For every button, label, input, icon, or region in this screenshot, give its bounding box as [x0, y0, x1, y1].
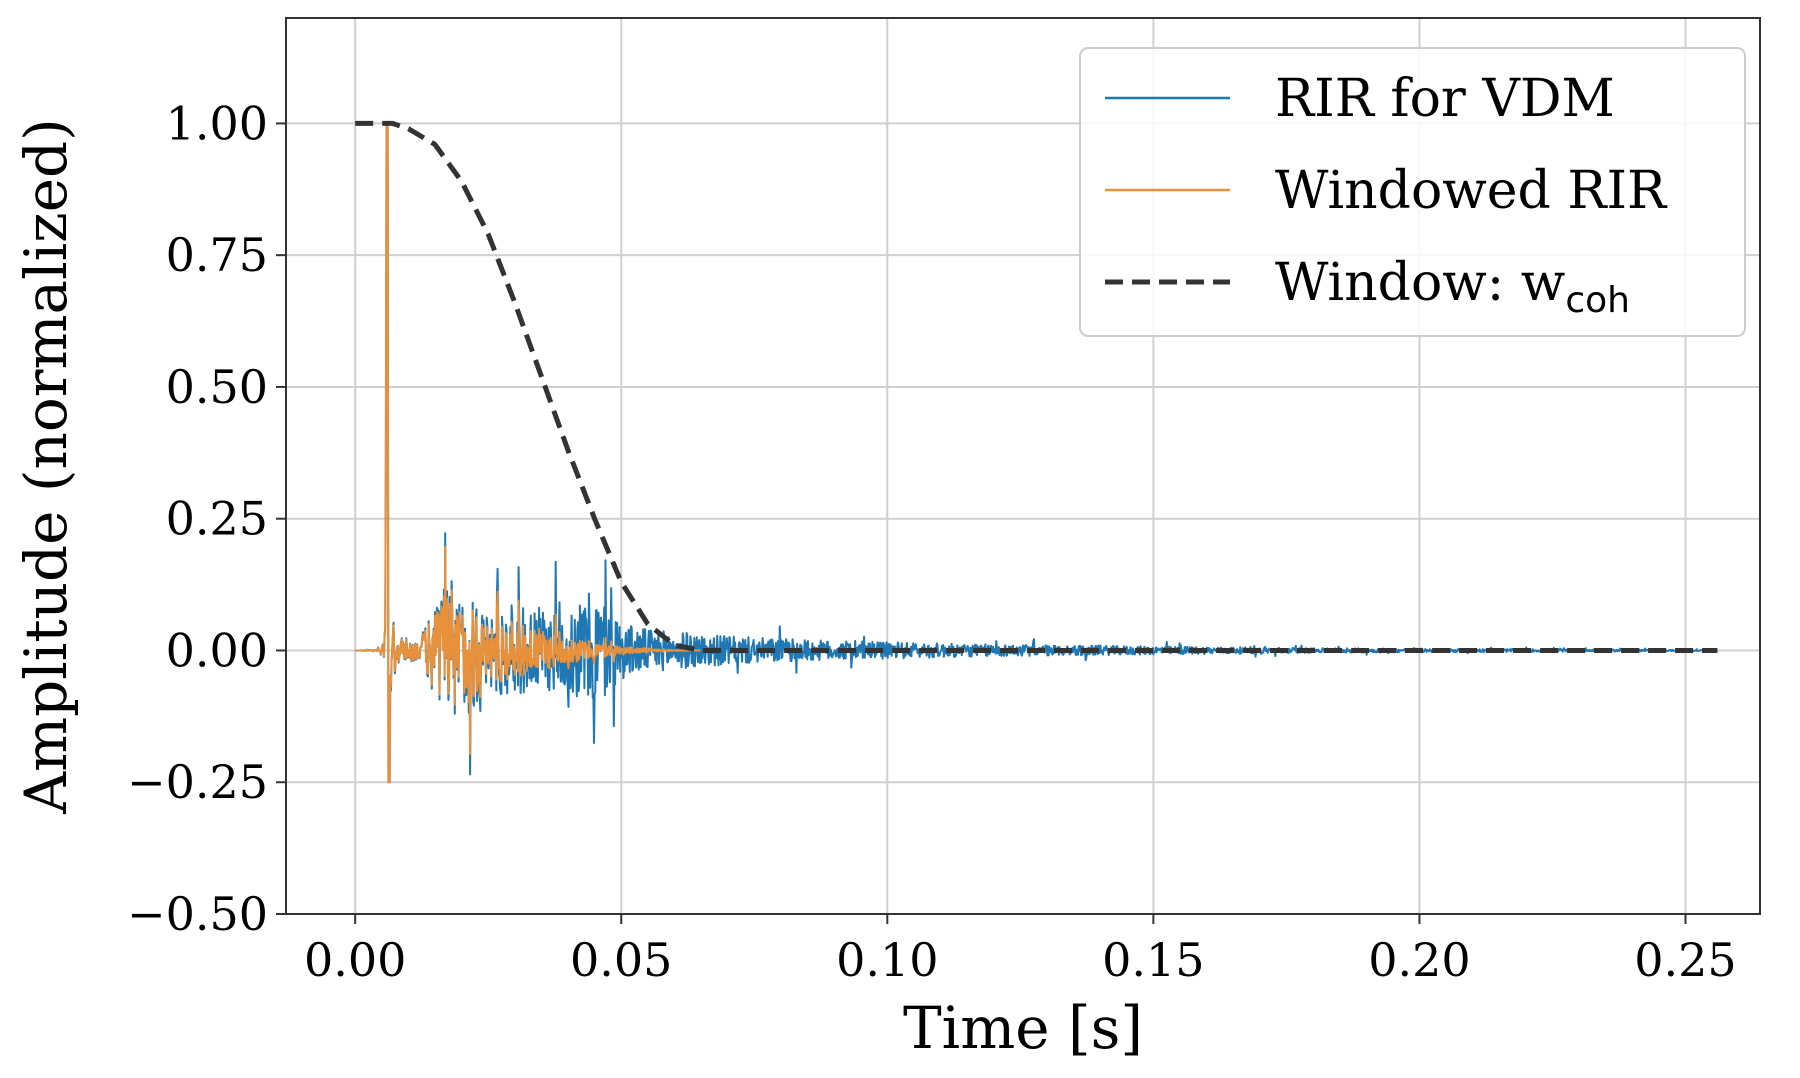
y-tick-label: 0.75: [166, 228, 268, 282]
y-tick-label: −0.25: [127, 755, 268, 809]
x-tick-label: 0.05: [570, 933, 672, 987]
legend-label-window-subscript: coh: [1565, 280, 1630, 321]
y-tick-label: 0.25: [166, 492, 268, 546]
x-tick-label: 0.15: [1102, 933, 1204, 987]
x-tick-label: 0.10: [836, 933, 938, 987]
legend-label-windowed: Windowed RIR: [1275, 161, 1668, 221]
x-tick-label: 0.00: [304, 933, 406, 987]
legend-box: [1079, 47, 1746, 337]
plot-frame: [285, 17, 1761, 915]
legend-label-window: Window: wcoh: [1275, 253, 1630, 321]
y-axis-label: Amplitude (normalized): [12, 118, 80, 815]
y-tick-label: 0.50: [166, 360, 268, 414]
tick-layer: 0.00 0.05 0.10 0.15 0.20 0.25 −0.50 −0.25 0.00 0.…: [127, 96, 1737, 987]
y-tick-label: 0.00: [166, 623, 268, 677]
legend: RIR for VDM Windowed RIR Window: wcoh: [1079, 47, 1746, 337]
series-windowed-line: [354, 122, 701, 784]
y-tick-label: −0.50: [127, 887, 268, 941]
series-window-line: [355, 120, 1718, 653]
legend-label-window-main: Window: w: [1275, 253, 1565, 313]
legend-label-rir: RIR for VDM: [1275, 69, 1615, 129]
plot-layer: [354, 120, 1718, 784]
x-axis-label: Time [s]: [903, 994, 1143, 1062]
x-tick-label: 0.25: [1634, 933, 1736, 987]
x-tick-label: 0.20: [1368, 933, 1470, 987]
y-tick-label: 1.00: [166, 96, 268, 150]
